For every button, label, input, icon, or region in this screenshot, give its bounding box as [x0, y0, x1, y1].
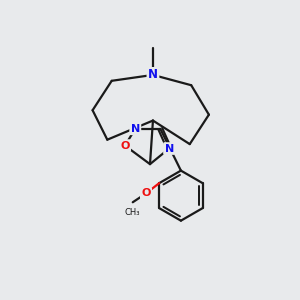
- Text: O: O: [120, 141, 130, 151]
- Text: N: N: [164, 143, 174, 154]
- Text: N: N: [131, 124, 140, 134]
- Text: N: N: [148, 68, 158, 81]
- Text: O: O: [141, 188, 151, 198]
- Text: CH₃: CH₃: [125, 208, 140, 217]
